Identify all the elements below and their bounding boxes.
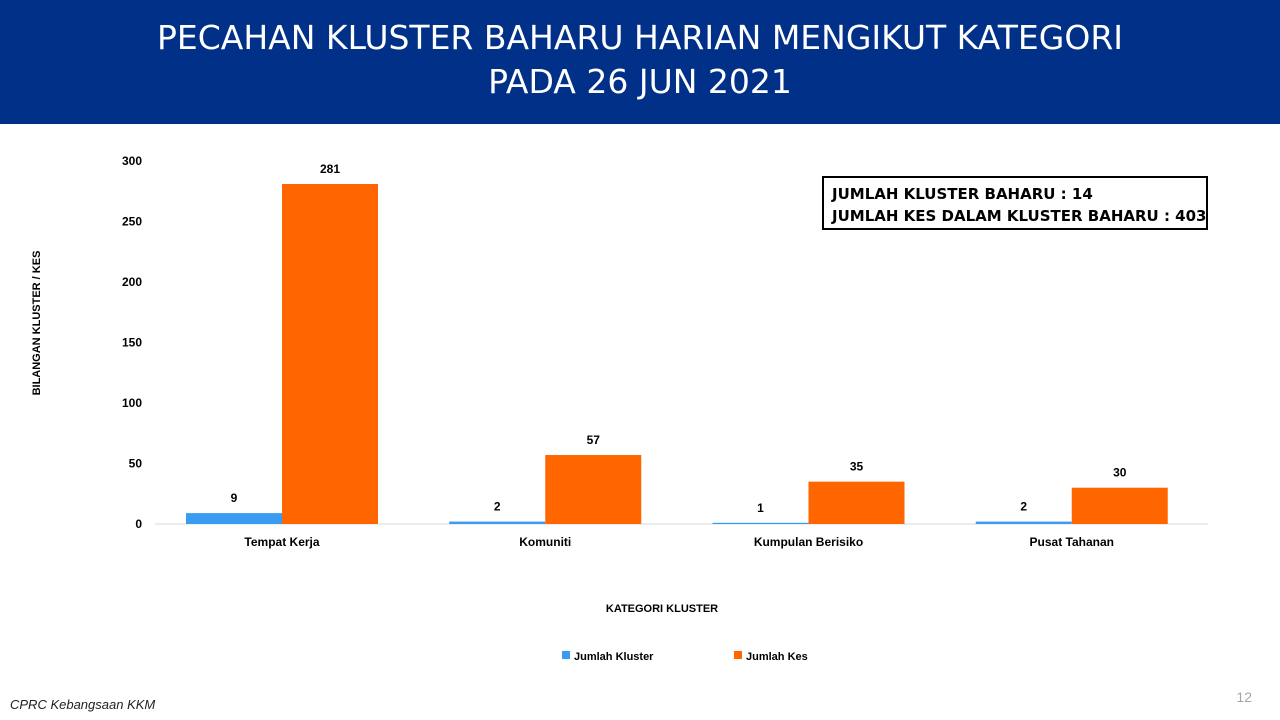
legend-label: Jumlah Kes — [746, 651, 808, 663]
y-tick-label: 0 — [135, 517, 142, 531]
data-label: 9 — [231, 491, 238, 505]
bar-jumlah-kluster — [449, 521, 546, 524]
bar-jumlah-kes — [1071, 487, 1168, 524]
legend-label: Jumlah Kluster — [574, 651, 654, 663]
legend-swatch — [562, 651, 570, 659]
bar-jumlah-kluster — [712, 522, 809, 524]
title-line-1: PECAHAN KLUSTER BAHARU HARIAN MENGIKUT K… — [157, 18, 1123, 57]
y-tick-label: 300 — [122, 154, 142, 168]
page-title: PECAHAN KLUSTER BAHARU HARIAN MENGIKUT K… — [0, 16, 1280, 104]
summary-total-cases: JUMLAH KES DALAM KLUSTER BAHARU : 403 — [832, 207, 1207, 225]
data-label: 30 — [1113, 466, 1127, 480]
y-tick-label: 50 — [129, 457, 143, 471]
data-label: 35 — [850, 460, 864, 474]
x-axis-title: KATEGORI KLUSTER — [606, 603, 718, 615]
summary-total-clusters: JUMLAH KLUSTER BAHARU : 14 — [832, 185, 1093, 203]
page-number: 12 — [1236, 689, 1252, 705]
y-axis-title: BILANGAN KLUSTER / KES — [31, 251, 43, 396]
x-tick-label: Komuniti — [519, 535, 571, 549]
x-tick-label: Tempat Kerja — [244, 535, 319, 549]
bar-jumlah-kes — [808, 481, 905, 524]
bar-jumlah-kes — [545, 455, 642, 524]
x-tick-label: Kumpulan Berisiko — [754, 535, 863, 549]
bar-jumlah-kluster — [975, 521, 1072, 524]
data-label: 281 — [320, 162, 340, 176]
data-label: 57 — [587, 433, 601, 447]
bar-jumlah-kes — [282, 183, 378, 525]
x-tick-label: Pusat Tahanan — [1030, 535, 1114, 549]
bar-chart: 0 50 100 150 200 250 300 9 281 Tempat Kerja 2 57 Kom… — [31, 154, 1208, 663]
data-label: 2 — [1020, 500, 1027, 514]
bar-jumlah-kluster — [186, 513, 282, 524]
data-label: 2 — [494, 500, 501, 514]
y-tick-label: 250 — [122, 215, 142, 229]
summary-box: JUMLAH KLUSTER BAHARU : 14 JUMLAH KES DA… — [822, 176, 1208, 230]
y-tick-label: 150 — [122, 336, 142, 350]
source-footer: CPRC Kebangsaan KKM — [10, 697, 156, 712]
y-tick-label: 200 — [122, 275, 142, 289]
legend-swatch — [734, 651, 742, 659]
data-label: 1 — [757, 501, 764, 515]
title-banner — [0, 0, 1280, 124]
title-line-2: PADA 26 JUN 2021 — [488, 62, 792, 101]
y-tick-label: 100 — [122, 396, 142, 410]
